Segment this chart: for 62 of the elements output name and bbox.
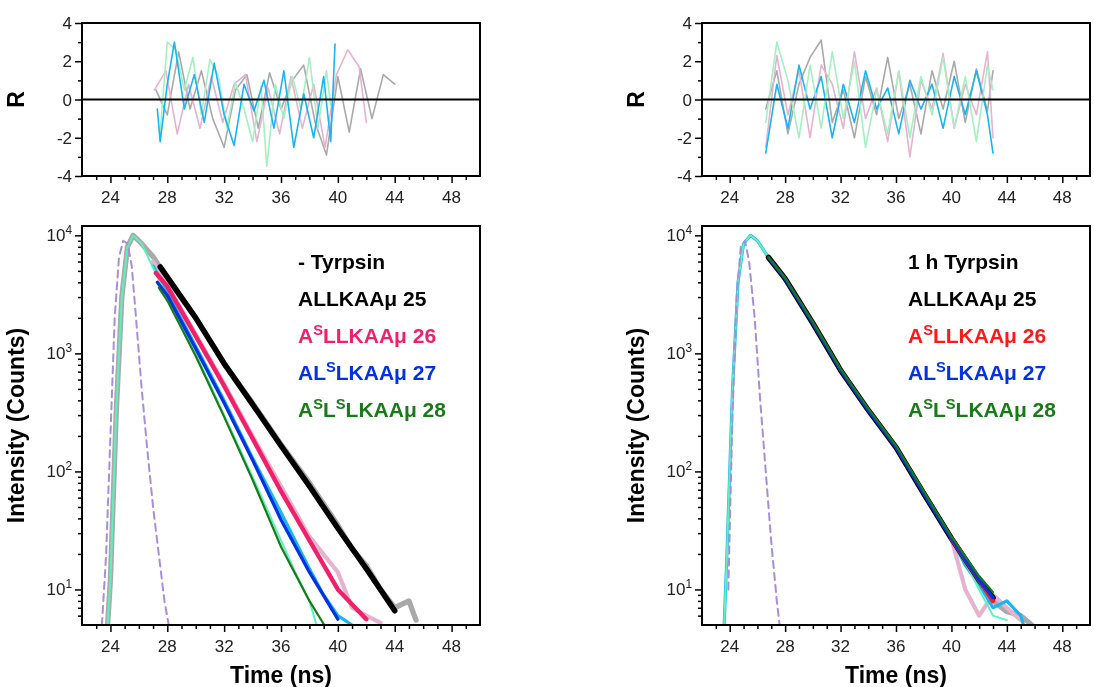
x-tick-label: 24 bbox=[720, 188, 740, 207]
legend-title: - Tyrpsin bbox=[298, 250, 386, 273]
series-label: A$^{S}$L$^{S}$LKAAμ 28 bbox=[908, 396, 1057, 421]
y-tick-label: 10$^{2}$ bbox=[666, 459, 693, 482]
y-axis-title: Intensity (Counts) bbox=[623, 327, 649, 524]
x-tick-label: 44 bbox=[997, 188, 1017, 207]
x-tick-label: 40 bbox=[328, 637, 348, 656]
x-tick-label: 24 bbox=[100, 637, 120, 656]
x-tick-label: 28 bbox=[157, 188, 177, 207]
y-tick-label: -2 bbox=[56, 128, 72, 148]
y-tick-label: 10$^{3}$ bbox=[46, 341, 73, 364]
y-tick-label: 0 bbox=[682, 90, 692, 110]
text: A$^{S}$L$^{S}$LKAAμ 28 bbox=[298, 396, 447, 421]
x-tick-label: 28 bbox=[157, 637, 177, 656]
y-tick-label: 10$^{3}$ bbox=[666, 341, 693, 364]
x-tick-label: 32 bbox=[831, 637, 851, 656]
x-tick-label: 28 bbox=[775, 637, 795, 656]
y-tick-label: 10$^{4}$ bbox=[46, 223, 73, 246]
y-tick-label: 10$^{1}$ bbox=[666, 577, 693, 600]
x-tick-label: 32 bbox=[831, 188, 851, 207]
x-tick-label: 32 bbox=[214, 188, 234, 207]
x-tick-label: 36 bbox=[271, 188, 291, 207]
y-axis-title: R bbox=[3, 90, 29, 108]
x-tick-label: 40 bbox=[328, 188, 348, 207]
text: A$^{S}$LLKAAμ 26 bbox=[908, 322, 1047, 347]
y-tick-label: 4 bbox=[682, 14, 692, 33]
x-tick-label: 28 bbox=[775, 188, 795, 207]
x-tick-label: 36 bbox=[271, 637, 291, 656]
x-axis-title: Time (ns) bbox=[230, 662, 332, 687]
x-tick-label: 48 bbox=[442, 188, 462, 207]
y-tick-label: 0 bbox=[62, 90, 72, 110]
x-tick-label: 44 bbox=[997, 637, 1017, 656]
text: AL$^{S}$LKAAμ 27 bbox=[298, 359, 437, 384]
y-tick-label: -2 bbox=[676, 128, 692, 148]
text: ALLKAAμ 25 bbox=[298, 287, 427, 310]
text: AL$^{S}$LKAAμ 27 bbox=[908, 359, 1047, 384]
y-tick-label: 2 bbox=[682, 52, 692, 72]
x-tick-label: 40 bbox=[941, 637, 961, 656]
y-tick-label: -4 bbox=[56, 167, 72, 186]
x-tick-label: 48 bbox=[1052, 637, 1072, 656]
y-tick-label: -4 bbox=[676, 167, 692, 186]
y-tick-label: 10$^{4}$ bbox=[666, 223, 693, 246]
x-tick-label: 40 bbox=[941, 188, 961, 207]
x-tick-label: 48 bbox=[442, 637, 462, 656]
y-axis-title: Intensity (Counts) bbox=[3, 327, 29, 524]
y-tick-label: 10$^{1}$ bbox=[46, 577, 73, 600]
text: ALLKAAμ 25 bbox=[908, 287, 1037, 310]
x-tick-label: 24 bbox=[720, 637, 740, 656]
legend-title: 1 h Tyrpsin bbox=[908, 250, 1019, 273]
x-axis-title: Time (ns) bbox=[845, 662, 947, 687]
x-tick-label: 44 bbox=[385, 188, 405, 207]
x-tick-label: 48 bbox=[1052, 188, 1072, 207]
x-tick-label: 32 bbox=[214, 637, 234, 656]
x-tick-label: 44 bbox=[385, 637, 405, 656]
text: A$^{S}$LLKAAμ 26 bbox=[298, 322, 437, 347]
x-tick-label: 36 bbox=[886, 188, 906, 207]
x-tick-label: 24 bbox=[100, 188, 120, 207]
x-tick-label: 36 bbox=[886, 637, 906, 656]
y-tick-label: 4 bbox=[62, 14, 72, 33]
y-tick-label: 10$^{2}$ bbox=[46, 459, 73, 482]
y-axis-title: R bbox=[623, 90, 649, 108]
y-tick-label: 2 bbox=[62, 52, 72, 72]
